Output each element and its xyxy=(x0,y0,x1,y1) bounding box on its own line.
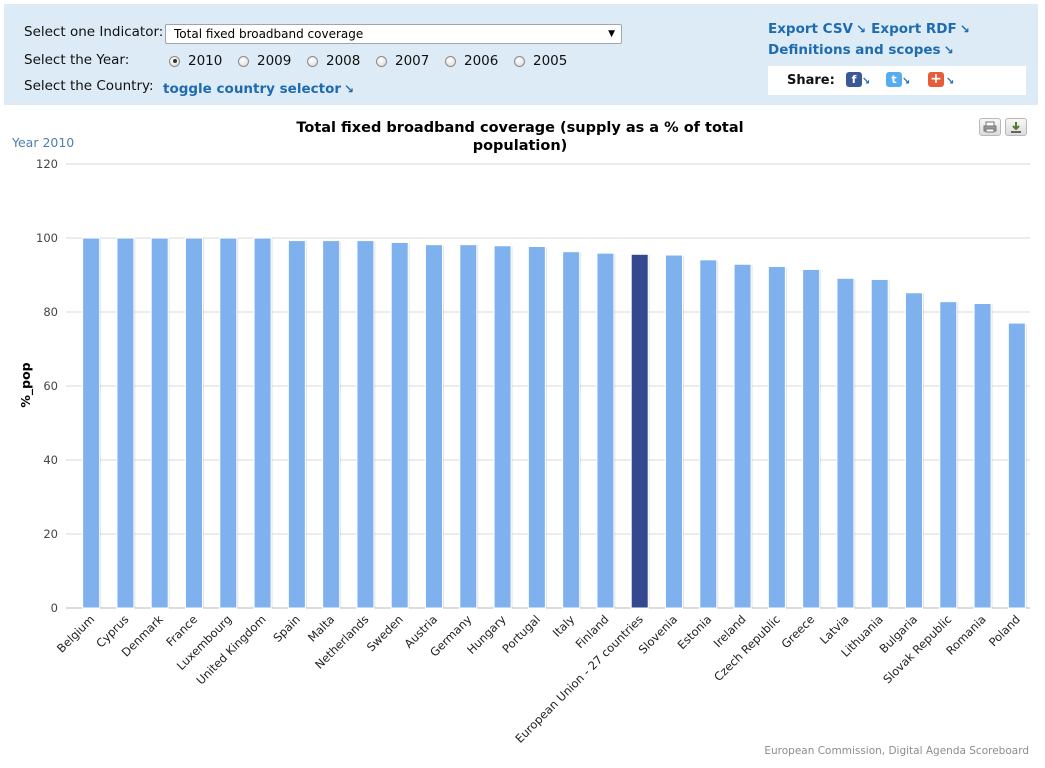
year-option-2007[interactable]: 2007 xyxy=(376,53,429,69)
x-tick-label: Greece xyxy=(778,612,817,651)
bar-estonia[interactable] xyxy=(699,259,718,609)
radio-icon[interactable] xyxy=(376,55,387,67)
year-option-2005[interactable]: 2005 xyxy=(514,53,567,69)
dropdown-arrow-icon: ▼ xyxy=(608,29,615,39)
y-tick-label: 60 xyxy=(43,379,58,393)
bar-bulgaria[interactable] xyxy=(905,292,923,609)
radio-icon[interactable] xyxy=(169,55,180,67)
radio-icon[interactable] xyxy=(514,55,525,67)
x-tick-label: Malta xyxy=(305,612,337,644)
export-links: Export CSV ↘ Export RDF ↘ xyxy=(768,18,970,37)
arrow-down-right-icon: ↘ xyxy=(856,22,867,36)
plus-share-icon[interactable]: + xyxy=(928,72,944,87)
x-tick-label: Italy xyxy=(550,612,578,640)
arrow-down-right-icon: ↘ xyxy=(946,76,955,87)
y-tick-label: 20 xyxy=(43,527,58,541)
bar-slovenia[interactable] xyxy=(665,254,683,609)
year-option-label: 2008 xyxy=(326,53,361,69)
y-tick-label: 0 xyxy=(51,601,58,615)
year-option-label: 2010 xyxy=(188,53,223,69)
bar-italy[interactable] xyxy=(562,251,581,609)
radio-icon[interactable] xyxy=(445,55,456,67)
share-box: Share: f ↘ t ↘ + ↘ xyxy=(768,66,1026,95)
x-tick-label: Estonia xyxy=(675,612,715,652)
x-tick-label: Poland xyxy=(986,612,1023,649)
facebook-icon[interactable]: f xyxy=(846,72,862,87)
year-option-label: 2009 xyxy=(257,53,292,69)
twitter-icon[interactable]: t xyxy=(886,72,902,87)
bar-hungary[interactable] xyxy=(493,245,512,609)
bar-denmark[interactable] xyxy=(150,237,169,609)
bar-cyprus[interactable] xyxy=(116,237,135,609)
x-tick-label: Belgium xyxy=(54,612,97,655)
y-tick-label: 80 xyxy=(43,305,58,319)
year-option-label: 2006 xyxy=(464,53,499,69)
bar-malta[interactable] xyxy=(322,240,341,609)
bar-poland[interactable] xyxy=(1007,322,1026,609)
bar-netherlands[interactable] xyxy=(356,240,375,609)
print-icon xyxy=(983,121,997,133)
chart-title: Total fixed broadband coverage (supply a… xyxy=(296,120,744,154)
definitions-link-wrap: Definitions and scopes ↘ xyxy=(768,39,954,58)
bar-france[interactable] xyxy=(185,237,203,609)
year-option-2008[interactable]: 2008 xyxy=(307,53,360,69)
year-option-label: 2005 xyxy=(533,53,568,69)
bar-romania[interactable] xyxy=(973,302,992,609)
definitions-link[interactable]: Definitions and scopes xyxy=(768,42,941,58)
arrow-down-right-icon: ↘ xyxy=(344,82,355,96)
year-option-label: 2007 xyxy=(395,53,430,69)
bar-european-union-27-countries[interactable] xyxy=(630,253,649,609)
y-tick-label: 100 xyxy=(36,231,58,245)
bar-germany[interactable] xyxy=(459,244,478,609)
toggle-country-selector-link[interactable]: toggle country selector ↘ xyxy=(163,78,354,97)
indicator-select-value: Total fixed broadband coverage xyxy=(174,27,364,41)
bar-portugal[interactable] xyxy=(527,246,546,609)
arrow-down-right-icon: ↘ xyxy=(902,76,911,87)
x-tick-label: Spain xyxy=(270,612,303,645)
radio-icon[interactable] xyxy=(307,55,318,67)
indicator-select[interactable]: Total fixed broadband coverage ▼ xyxy=(165,24,622,44)
share-label: Share: xyxy=(787,73,835,88)
x-tick-label: Portugal xyxy=(499,612,543,656)
bar-slovak-republic[interactable] xyxy=(939,301,958,609)
download-button[interactable] xyxy=(1005,118,1027,136)
year-option-2009[interactable]: 2009 xyxy=(238,53,291,69)
print-button[interactable] xyxy=(979,118,1001,136)
export-csv-link[interactable]: Export CSV xyxy=(768,21,854,37)
country-label: Select the Country: xyxy=(24,78,154,94)
bar-latvia[interactable] xyxy=(836,277,855,609)
credits-text: European Commission, Digital Agenda Scor… xyxy=(764,745,1029,757)
bar-ireland[interactable] xyxy=(733,263,752,609)
bar-greece[interactable] xyxy=(802,268,821,609)
bar-finland[interactable] xyxy=(596,252,615,609)
toggle-country-selector-text[interactable]: toggle country selector xyxy=(163,81,342,97)
indicator-label: Select one Indicator: xyxy=(24,24,164,40)
bar-austria[interactable] xyxy=(425,244,443,609)
y-tick-label: 120 xyxy=(36,157,58,171)
bar-czech-republic[interactable] xyxy=(767,265,786,609)
x-tick-label: Sweden xyxy=(364,612,406,654)
y-axis-title: %_pop xyxy=(18,362,34,407)
bar-spain[interactable] xyxy=(287,240,306,609)
year-option-2006[interactable]: 2006 xyxy=(445,53,498,69)
bar-sweden[interactable] xyxy=(390,241,409,609)
arrow-down-right-icon: ↘ xyxy=(943,43,954,57)
export-rdf-link[interactable]: Export RDF xyxy=(871,21,957,37)
year-display: Year 2010 xyxy=(12,135,75,150)
bar-lithuania[interactable] xyxy=(870,278,889,609)
bar-luxembourg[interactable] xyxy=(219,237,238,609)
arrow-down-right-icon: ↘ xyxy=(862,76,871,87)
arrow-down-right-icon: ↘ xyxy=(959,22,970,36)
y-tick-label: 40 xyxy=(43,453,58,467)
bar-belgium[interactable] xyxy=(82,237,101,609)
download-icon xyxy=(1011,122,1021,133)
year-option-2010[interactable]: 2010 xyxy=(169,53,222,69)
control-panel: Select one Indicator: Total fixed broadb… xyxy=(4,4,1038,105)
year-label: Select the Year: xyxy=(24,52,130,68)
bar-united-kingdom[interactable] xyxy=(253,237,272,609)
radio-icon[interactable] xyxy=(238,55,249,67)
